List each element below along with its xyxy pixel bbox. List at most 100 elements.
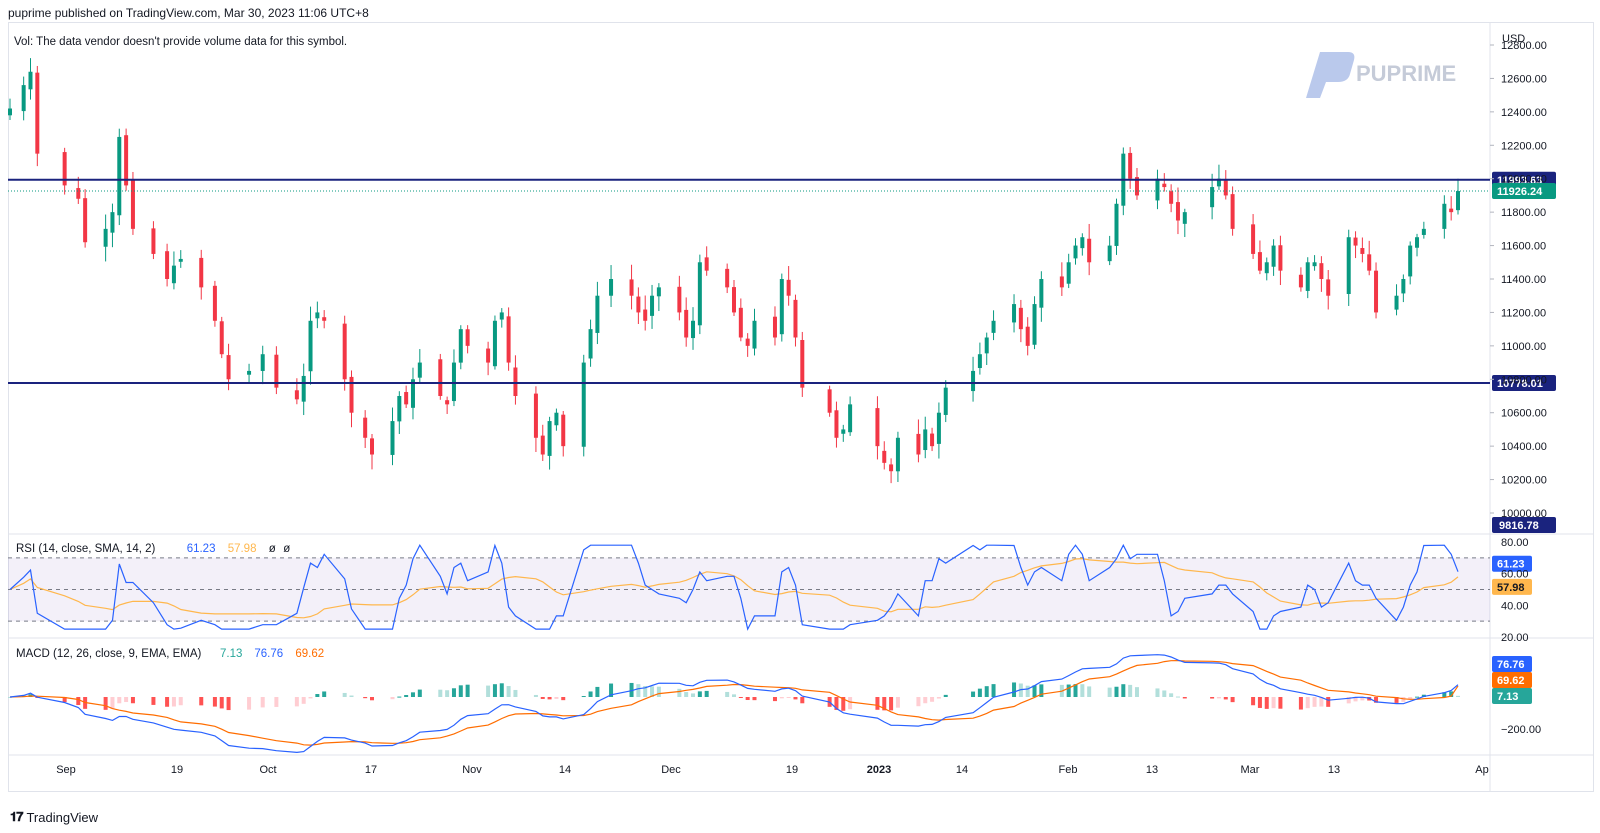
candle-body bbox=[410, 379, 415, 408]
candle-body bbox=[1175, 202, 1180, 221]
macd-histogram-bar bbox=[499, 683, 504, 697]
candle-body bbox=[110, 212, 115, 233]
footer-brand-text: TradingView bbox=[26, 809, 99, 825]
macd-histogram-bar bbox=[779, 697, 784, 699]
macd-histogram-bar bbox=[1305, 697, 1310, 709]
macd-histogram-bar bbox=[1374, 697, 1379, 703]
price-tick-label: 10800.00 bbox=[1501, 374, 1547, 386]
candle-body bbox=[636, 296, 641, 313]
rsi-sma-line bbox=[9, 557, 1459, 619]
candle-body bbox=[609, 279, 614, 296]
candle-body bbox=[752, 320, 757, 349]
macd-histogram-bar bbox=[212, 697, 217, 707]
macd-histogram-bar bbox=[1326, 697, 1331, 707]
candle-body bbox=[8, 108, 12, 116]
macd-histogram-bar bbox=[1360, 697, 1365, 701]
macd-histogram-bar bbox=[977, 688, 982, 697]
candle-body bbox=[1257, 252, 1262, 271]
macd-histogram-bar bbox=[486, 685, 491, 697]
candle-body bbox=[923, 429, 928, 451]
candle-body bbox=[178, 258, 183, 262]
candle-body bbox=[1128, 152, 1133, 179]
rsi-value-tag-label: 61.23 bbox=[1497, 559, 1525, 571]
candle-body bbox=[417, 362, 422, 378]
price-tick-label: 12800.00 bbox=[1501, 40, 1547, 52]
x-tick-label: Ap bbox=[1475, 764, 1488, 776]
candle-body bbox=[171, 265, 176, 284]
macd-histogram-bar bbox=[800, 697, 805, 704]
candle-body bbox=[21, 85, 26, 112]
candle-body bbox=[1162, 183, 1167, 188]
candle-body bbox=[1442, 203, 1447, 229]
candle-body bbox=[554, 412, 559, 426]
level-tag-label: 10778.01 bbox=[1497, 378, 1543, 390]
candle-body bbox=[1025, 326, 1030, 346]
candle-body bbox=[349, 376, 354, 413]
macd-histogram-bar bbox=[923, 697, 928, 704]
candle-body bbox=[1066, 262, 1071, 284]
macd-histogram-bar bbox=[124, 697, 129, 703]
candle-body bbox=[1264, 262, 1269, 274]
macd-histogram-bar bbox=[458, 685, 463, 697]
x-tick-label: Oct bbox=[259, 764, 276, 776]
price-tick-label: 11800.00 bbox=[1501, 207, 1546, 219]
rsi-value-tag-label: 57.98 bbox=[1497, 582, 1525, 594]
macd-histogram-bar bbox=[1216, 697, 1221, 699]
macd-histogram-bar bbox=[841, 697, 846, 711]
candle-body bbox=[800, 340, 805, 388]
macd-histogram-bar bbox=[1456, 695, 1460, 697]
candle-body bbox=[971, 370, 976, 392]
tradingview-logo-icon: 𝟏𝟕 bbox=[10, 809, 24, 824]
candle-body bbox=[438, 359, 443, 396]
publish-info: puprime published on TradingView.com, Ma… bbox=[8, 6, 369, 20]
macd-histogram-bar bbox=[1012, 682, 1017, 697]
macd-histogram-bar bbox=[691, 693, 696, 697]
macd-histogram-bar bbox=[991, 684, 996, 697]
candle-body bbox=[315, 312, 320, 319]
price-tick-label: 10200.00 bbox=[1501, 475, 1547, 487]
macd-histogram-bar bbox=[322, 691, 327, 697]
macd-value: 76.76 bbox=[254, 648, 283, 660]
candle-body bbox=[404, 392, 409, 405]
candle-body bbox=[1456, 191, 1460, 211]
macd-histogram-bar bbox=[704, 690, 709, 697]
candle-body bbox=[1073, 245, 1078, 259]
candle-body bbox=[1305, 262, 1310, 291]
candle-body bbox=[247, 370, 252, 375]
footer-brand[interactable]: 𝟏𝟕 TradingView bbox=[10, 809, 98, 825]
macd-histogram-bar bbox=[875, 697, 880, 710]
candle-body bbox=[1087, 238, 1092, 263]
macd-histogram-bar bbox=[390, 697, 395, 700]
candle-body bbox=[1408, 245, 1413, 277]
candle-body bbox=[1278, 245, 1283, 271]
candle-body bbox=[76, 188, 81, 199]
rsi-value: ø bbox=[269, 543, 276, 555]
candle-body bbox=[561, 414, 566, 447]
rsi-tick-label: 80.00 bbox=[1501, 537, 1529, 549]
macd-histogram-bar bbox=[793, 697, 798, 700]
candle-body bbox=[1216, 178, 1221, 187]
macd-histogram-bar bbox=[581, 696, 586, 698]
macd-histogram-bar bbox=[595, 686, 600, 697]
macd-histogram-bar bbox=[1401, 697, 1406, 702]
macd-histogram-bar bbox=[349, 695, 354, 697]
macd-value: 69.62 bbox=[295, 648, 324, 660]
macd-histogram-bar bbox=[1257, 697, 1262, 708]
candle-body bbox=[930, 433, 935, 447]
macd-histogram-bar bbox=[247, 697, 252, 710]
candle-body bbox=[991, 320, 996, 333]
macd-histogram-bar bbox=[971, 691, 976, 697]
macd-histogram-bar bbox=[1223, 697, 1228, 700]
macd-histogram-bar bbox=[834, 697, 839, 710]
macd-histogram-bar bbox=[417, 689, 422, 697]
macd-histogram-bar bbox=[301, 697, 306, 704]
macd-histogram-bar bbox=[1039, 684, 1044, 697]
chart-frame[interactable] bbox=[8, 22, 1594, 792]
candle-body bbox=[629, 279, 634, 296]
macd-histogram-bar bbox=[315, 694, 320, 697]
macd-histogram-bar bbox=[984, 686, 989, 697]
candle-body bbox=[486, 348, 491, 363]
candle-body bbox=[35, 72, 40, 154]
macd-value-tag-label: 7.13 bbox=[1497, 691, 1518, 703]
